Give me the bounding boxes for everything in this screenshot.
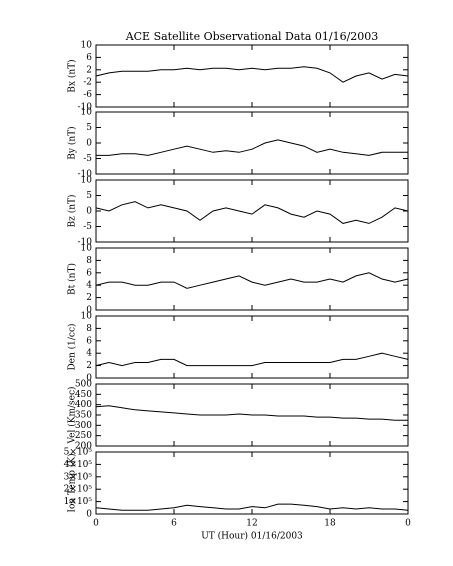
y-axis-label: Bx (nT) bbox=[67, 59, 78, 92]
y-tick-label: -10 bbox=[78, 170, 93, 180]
y-tick-label: -6 bbox=[83, 90, 92, 100]
y-axis-label: Bt (nT) bbox=[67, 263, 78, 295]
y-tick-label: -2 bbox=[83, 78, 92, 88]
y-tick-label: 8 bbox=[86, 324, 92, 334]
panel-frame bbox=[95, 179, 409, 243]
y-tick-label: 10 bbox=[81, 312, 93, 322]
y-axis-label: Ion Temp (K) bbox=[67, 453, 78, 512]
y-tick-label: 6 bbox=[86, 336, 92, 346]
panel-frame bbox=[95, 451, 409, 515]
y-tick-label: 6 bbox=[86, 268, 92, 278]
y-tick-label: 5 bbox=[86, 123, 92, 133]
y-tick-label: 5 bbox=[86, 191, 92, 201]
y-tick-label: 300 bbox=[75, 421, 92, 431]
y-tick-label: 2 bbox=[86, 293, 92, 303]
x-tick-label: 6 bbox=[171, 519, 177, 529]
y-tick-label: 10 bbox=[81, 176, 93, 186]
data-line bbox=[96, 139, 408, 156]
y-axis-label: By (nT) bbox=[67, 126, 78, 159]
panel-frame bbox=[95, 44, 409, 108]
y-tick-label: 4 bbox=[86, 281, 92, 291]
y-tick-label: 200 bbox=[75, 442, 92, 452]
y-tick-label: 400 bbox=[75, 400, 92, 410]
y-tick-label: 2 bbox=[86, 361, 92, 371]
x-tick-label: 18 bbox=[324, 519, 336, 529]
data-line bbox=[95, 272, 409, 289]
data-line bbox=[95, 405, 408, 421]
y-tick-label: 3×10⁵ bbox=[64, 472, 93, 482]
y-tick-label: 0 bbox=[86, 374, 92, 384]
x-axis-label: UT (Hour) 01/16/2003 bbox=[201, 531, 303, 542]
y-tick-label: 2 bbox=[86, 65, 92, 75]
y-tick-label: 4 bbox=[86, 349, 92, 359]
y-tick-label: 500 bbox=[75, 380, 92, 390]
data-line bbox=[95, 503, 409, 511]
data-line bbox=[95, 352, 409, 367]
panel-frame bbox=[95, 111, 409, 175]
x-tick-label: 0 bbox=[93, 519, 99, 529]
y-tick-label: 1×10⁵ bbox=[64, 497, 93, 507]
data-line bbox=[95, 201, 409, 224]
y-tick-label: 0 bbox=[86, 510, 92, 520]
chart-title: ACE Satellite Observational Data 01/16/2… bbox=[125, 30, 379, 43]
y-tick-label: 250 bbox=[75, 431, 92, 441]
x-tick-label: 12 bbox=[246, 519, 257, 529]
y-tick-label: -5 bbox=[83, 222, 92, 232]
y-tick-label: 5×10⁵ bbox=[64, 448, 93, 458]
panel-frame bbox=[95, 315, 409, 379]
y-tick-label: 0 bbox=[86, 207, 92, 217]
y-axis-label: Bz (nT) bbox=[67, 194, 78, 227]
y-tick-label: 10 bbox=[81, 244, 93, 254]
y-tick-label: 0 bbox=[86, 139, 92, 149]
y-tick-label: 0 bbox=[86, 306, 92, 316]
panel-frame bbox=[95, 247, 409, 311]
y-tick-label: 2×10⁵ bbox=[64, 485, 93, 495]
y-axis-label: Vel (Km/sec) bbox=[67, 386, 78, 444]
y-tick-label: -5 bbox=[83, 154, 92, 164]
y-tick-label: 8 bbox=[86, 256, 92, 266]
y-tick-label: 10 bbox=[81, 108, 93, 118]
y-tick-label: 450 bbox=[75, 390, 92, 400]
data-line bbox=[95, 66, 409, 83]
y-tick-label: 6 bbox=[86, 53, 92, 63]
y-axis-label: Den (1/cc) bbox=[67, 323, 78, 370]
y-tick-label: 350 bbox=[75, 411, 92, 421]
y-tick-label: 4×10⁵ bbox=[64, 460, 93, 470]
x-tick-label: 0 bbox=[405, 519, 411, 529]
y-tick-label: -10 bbox=[78, 238, 93, 248]
y-tick-label: 10 bbox=[81, 41, 93, 51]
y-tick-label: -10 bbox=[78, 103, 93, 113]
